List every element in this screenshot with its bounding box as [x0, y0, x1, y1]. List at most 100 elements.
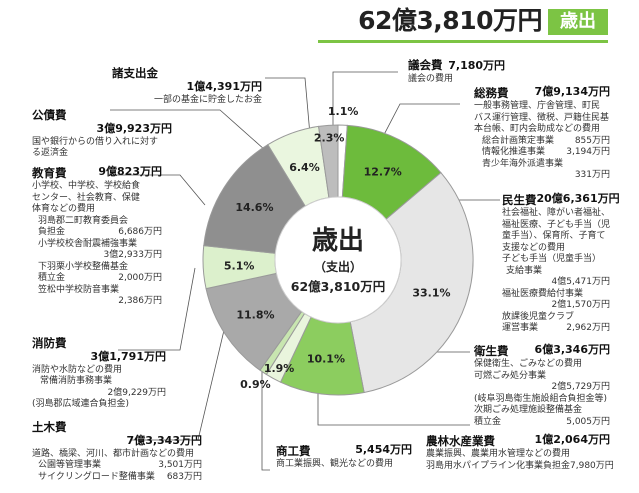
label-gikai-title: 議会費 [408, 58, 443, 72]
label-shoshishutsu: 諸支出金 1億4,391万円 一部の基金に貯金したお金 [112, 66, 262, 106]
label-minsei-item3-value: 2,962万円 [566, 323, 610, 333]
label-eisei-item-value: 5,005万円 [566, 416, 610, 427]
label-kyoiku-row7: 笠松中学校防音事業 [38, 284, 120, 295]
label-shoko-title: 商工費 [276, 444, 311, 458]
label-minsei-item1-value: 4億5,471万円 [551, 277, 611, 287]
leader-line-doboku [130, 325, 226, 441]
label-doboku-title: 土木費 [32, 420, 67, 434]
label-minsei-item2-name: 福祉医療費給付事業 [502, 288, 584, 299]
label-minsei-item3-name: 運営事業 [502, 323, 539, 333]
label-minsei-desc-4: 支援などの費用 [502, 242, 566, 253]
label-minsei-item1-b: 支給事業 [506, 265, 543, 276]
label-shobo-title: 消防費 [32, 336, 67, 350]
label-shobo-desc-2: 常備消防事務事業 [40, 376, 113, 386]
label-norin-item-name: 羽島用水パイプライン化事業負担金 [426, 460, 571, 471]
label-minsei-desc-2: 福祉医療、子ども手当（児 [502, 219, 611, 230]
label-eisei-desc-1: 保健衛生、ごみなどの費用 [474, 359, 583, 369]
label-kyoiku-row4: 3億2,933万円 [103, 250, 163, 260]
label-somu-item2-value: 3,194万円 [566, 147, 610, 157]
slice-percent-label: 5.1% [224, 259, 255, 272]
label-eisei-item-name: 積立金 [474, 416, 502, 427]
label-minsei-title: 民生費 [502, 193, 537, 207]
label-doboku-item1-name: 公園等管理事業 [38, 460, 102, 470]
leader-line-shobo [118, 267, 196, 351]
label-kosai-desc-2: る返済金 [32, 148, 69, 158]
label-kyoiku-title: 教育費 [32, 166, 67, 180]
label-kyoiku-row2-value: 6,686万円 [118, 227, 162, 237]
slice-percent-label: 2.3% [314, 131, 345, 144]
label-kyoiku-desc-1: 小学校、中学校、学校給食 [32, 181, 141, 191]
center-subtitle: （支出） [313, 260, 362, 274]
label-doboku-amount: 7億3,343万円 [126, 434, 202, 447]
label-somu-extra-value: 331万円 [574, 170, 610, 180]
center-title: 歳出 [311, 226, 364, 256]
center-total: 62億3,810万円 [290, 279, 386, 294]
label-shoko-amount: 5,454万円 [355, 443, 412, 456]
label-norin-desc: 農業振興、農業用水管理などの費用 [426, 449, 571, 459]
pie-slices [202, 124, 474, 396]
header-badge: 歳出 [548, 9, 608, 35]
slice-percent-label: 12.7% [364, 166, 402, 179]
label-doboku-desc: 道路、橋梁、河川、都市計画などの費用 [32, 448, 195, 459]
label-eisei-sub-2: 次期ごみ処理施設整備基金 [474, 405, 583, 415]
label-kyoiku-row8: 2,386万円 [118, 296, 162, 306]
label-kyoiku-desc-2: センター、社会教育、保健 [32, 192, 140, 203]
label-minsei-amount: 20億6,361万円 [536, 192, 620, 205]
label-gikai: 議会費 7,180万円 議会の費用 [408, 58, 505, 85]
label-somu-extra-name: 青少年海外派遣事業 [482, 158, 564, 169]
label-norin-title: 農林水産業費 [426, 434, 495, 448]
label-minsei-item1-a: 子ども手当（児童手当） [502, 254, 602, 264]
label-kosai-desc-1: 国や銀行からの借り入れに対す [32, 136, 159, 147]
label-shobo-sub: (羽島郡広域連合負担金) [32, 399, 130, 409]
label-eisei-title: 衛生費 [474, 344, 509, 358]
label-kyoiku-desc-3: 体育などの費用 [32, 204, 96, 214]
label-minsei-item3-a: 放課後児童クラブ [502, 311, 575, 322]
leader-line-kosai [110, 109, 266, 151]
label-norin: 農林水産業費 1億2,064万円 農業振興、農業用水管理などの費用 羽島用水パイプ… [426, 434, 614, 472]
label-somu-item2-name: 情報化推進事業 [482, 147, 546, 157]
label-doboku: 土木費 7億3,343万円 道路、橋梁、河川、都市計画などの費用 公園等管理事業… [32, 420, 202, 483]
label-eisei-v1: 2億5,729万円 [551, 382, 611, 392]
label-doboku-item1-value: 3,501万円 [158, 460, 202, 470]
label-somu: 総務費 7億9,134万円 一般事務管理、庁舎管理、町民 バス運行管理、徴税、戸籍… [474, 86, 610, 182]
label-minsei-desc-1: 社会福祉、障がい者福祉、 [502, 208, 611, 218]
label-somu-desc-2: バス運行管理、徴税、戸籍住民基 [474, 112, 610, 123]
label-kyoiku-row6-value: 2,000万円 [118, 273, 162, 283]
label-minsei-desc-3: 童手当）、保育所、子育て [502, 231, 606, 241]
slice-percent-label: 1.1% [328, 105, 359, 118]
label-shoshishutsu-title: 諸支出金 [112, 66, 158, 80]
leader-line-kyoiku [110, 174, 206, 206]
label-shoko: 商工費 5,454万円 商工業振興、観光などの費用 [276, 444, 412, 471]
header-total: 62億3,810万円 [358, 6, 542, 35]
label-eisei-amount: 6億3,346万円 [534, 343, 610, 356]
leader-line-shoshishutsu [265, 77, 311, 136]
label-somu-desc-1: 一般事務管理、庁舎管理、町民 [474, 101, 601, 111]
slice-percent-label: 6.4% [289, 161, 320, 174]
label-shoko-desc: 商工業振興、観光などの費用 [276, 459, 394, 469]
label-kyoiku: 教育費 9億823万円 小学校、中学校、学校給食 センター、社会教育、保健 体育な… [32, 166, 162, 308]
label-kyoiku-row5: 下羽栗小学校整備基金 [38, 261, 129, 272]
label-somu-title: 総務費 [474, 86, 509, 100]
label-shobo-amount: 3億1,791万円 [90, 350, 166, 363]
slice-percent-label: 1.9% [264, 362, 295, 375]
slice-percent-label: 33.1% [412, 287, 450, 300]
label-kyoiku-row1: 羽島郡二町教育委員会 [38, 215, 129, 226]
label-kyoiku-amount: 9億823万円 [98, 165, 162, 178]
percent-labels: 1.1% 12.7% 33.1% 10.1% 1.9% 0.9% 11.8% 5.1% 14.6… [224, 105, 451, 391]
label-gikai-amount: 7,180万円 [448, 59, 506, 72]
leader-line-shoko [261, 350, 270, 471]
label-somu-desc-3: 本台帳、町内会助成などの費用 [474, 124, 601, 134]
label-shoshishutsu-desc: 一部の基金に貯金したお金 [153, 94, 262, 105]
label-somu-item1-name: 総合計画策定事業 [482, 135, 555, 146]
label-eisei: 衛生費 6億3,346万円 保健衛生、ごみなどの費用 可燃ごみ処分事業 2億5,7… [474, 344, 610, 428]
label-kyoiku-row6-name: 積立金 [38, 273, 66, 283]
label-somu-item1-value: 855万円 [574, 135, 610, 146]
label-eisei-sub-1: (岐阜羽島衛生施設組合負担金等) [474, 393, 608, 404]
label-shobo-desc-1: 消防や水防などの費用 [32, 364, 123, 375]
label-eisei-desc-2: 可燃ごみ処分事業 [474, 370, 547, 381]
slice-percent-label: 0.9% [240, 378, 271, 391]
label-kyoiku-row2-name: 負担金 [38, 227, 66, 237]
slice-percent-label: 10.1% [307, 352, 345, 365]
label-norin-item-value: 7,980万円 [570, 460, 614, 471]
